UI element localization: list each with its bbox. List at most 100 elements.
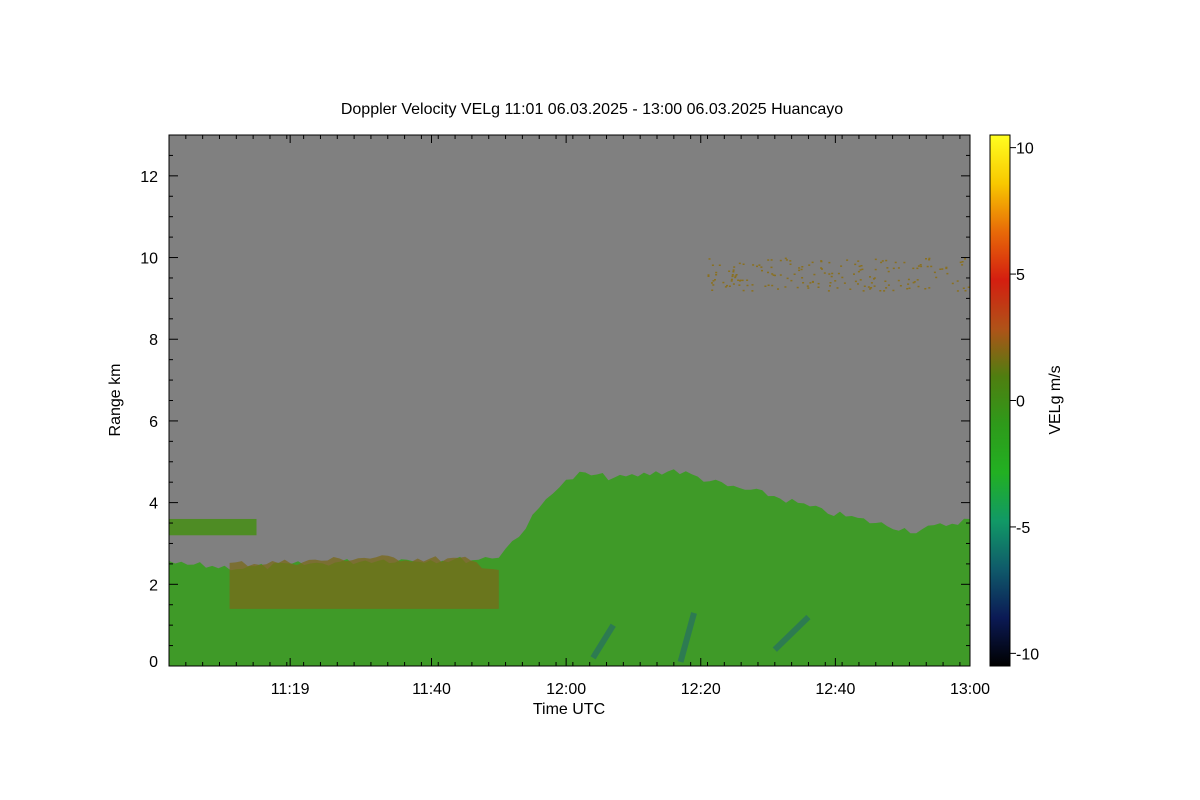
scatter-pixel	[732, 271, 735, 273]
scatter-pixel	[823, 272, 826, 274]
y-tick-label: 2	[149, 577, 158, 594]
scatter-pixel	[920, 265, 923, 268]
scatter-pixel	[712, 280, 715, 282]
scatter-pixel	[912, 267, 915, 270]
scatter-pixel	[808, 264, 811, 266]
scatter-pixel	[859, 279, 862, 281]
scatter-pixel	[738, 284, 741, 286]
scatter-pixel	[767, 259, 770, 261]
y-tick-label: 12	[140, 169, 158, 186]
velocity-streak	[590, 623, 616, 660]
scatter-pixel	[964, 258, 966, 260]
scatter-pixel	[707, 275, 710, 277]
scatter-pixel	[880, 261, 883, 264]
scatter-pixel	[715, 274, 718, 276]
scatter-pixel	[790, 279, 793, 282]
scatter-pixel	[925, 258, 927, 260]
y-axis: 0 2 4 6 8 10 12	[140, 134, 970, 671]
colorbar-tick-label: 10	[1016, 141, 1034, 158]
scatter-pixel	[737, 279, 740, 281]
scatter-pixel	[836, 287, 839, 289]
scatter-pixel	[964, 290, 967, 292]
y-tick-label: 8	[149, 332, 158, 349]
scatter-pixel	[903, 261, 906, 264]
scatter-pixel	[967, 286, 970, 288]
scatter-pixel	[813, 273, 816, 276]
scatter-pixel	[728, 285, 731, 287]
colorbar-gradient	[989, 134, 1011, 667]
scatter-pixel	[885, 287, 888, 289]
scatter-pixel	[806, 285, 809, 287]
x-tick-label: 12:00	[546, 681, 586, 698]
scatter-pixel	[777, 288, 779, 290]
scatter-pixel	[913, 281, 916, 283]
scatter-pixel	[800, 268, 803, 271]
scatter-pixel	[849, 288, 852, 290]
scatter-pixel	[734, 276, 737, 279]
scatter-pixel	[767, 271, 769, 274]
scatter-pixel	[764, 285, 767, 287]
scatter-pixel	[817, 282, 820, 285]
scatter-pixel	[857, 283, 859, 285]
velocity-streak	[677, 612, 697, 663]
scatter-pixel	[714, 279, 716, 281]
layer-boundary-layer	[169, 469, 970, 666]
scatter-pixel	[732, 283, 735, 285]
scatter-pixel	[758, 264, 761, 266]
colorbar-label: VELg m/s	[1047, 365, 1064, 434]
scatter-pixel	[774, 274, 776, 277]
scatter-pixel	[924, 288, 927, 290]
scatter-pixel	[841, 276, 844, 279]
x-axis: 11:19 11:40 12:00 12:20 12:40 13:00	[168, 135, 990, 698]
colorbar-tick-label: -10	[1016, 646, 1039, 663]
scatter-pixel	[770, 259, 773, 261]
scatter-pixel	[798, 269, 801, 272]
scatter-pixel	[708, 258, 711, 260]
scatter-pixel	[761, 269, 763, 272]
scatter-pixel	[945, 266, 948, 269]
scatter-pixel	[730, 280, 733, 282]
scatter-pixel	[733, 266, 736, 268]
scatter-pixel	[885, 259, 888, 262]
colorbar: -10 -5 0 5 10 VELg m/s	[989, 134, 1064, 667]
scatter-pixel	[884, 280, 887, 282]
scatter-pixel	[807, 287, 810, 289]
x-tick-label: 13:00	[950, 681, 990, 698]
scatter-pixel	[897, 267, 900, 269]
scatter-pixel	[731, 274, 734, 276]
scatter-pixel	[858, 265, 861, 268]
scatter-pixel	[926, 265, 929, 268]
scatter-pixel	[956, 290, 959, 292]
scatter-pixel	[881, 260, 884, 262]
scatter-pixel	[883, 290, 886, 292]
scatter-pixel	[935, 276, 938, 279]
scatter-pixel	[746, 279, 749, 281]
scatter-pixel	[907, 278, 910, 281]
scatter-pixel	[886, 267, 889, 269]
scatter-pixel	[956, 280, 959, 282]
scatter-pixel	[767, 284, 770, 286]
scatter-pixel	[809, 282, 812, 284]
scatter-pixel	[928, 257, 931, 260]
scatter-pixel	[840, 265, 843, 267]
scatter-pixel	[916, 279, 919, 281]
scatter-pixel	[870, 287, 873, 289]
scatter-pixel	[962, 287, 965, 289]
scatter-pixel	[724, 286, 727, 288]
scatter-pixel	[870, 282, 873, 284]
scatter-pixel	[784, 286, 787, 288]
scatter-pixel	[831, 272, 834, 275]
plot-area	[168, 134, 971, 667]
scatter-pixel	[771, 284, 774, 287]
scatter-pixel	[961, 261, 964, 263]
scatter-pixel	[779, 259, 782, 262]
scatter-pixel	[906, 288, 909, 290]
scatter-pixel	[829, 282, 832, 284]
scatter-pixel	[711, 289, 714, 291]
scatter-pixel	[961, 264, 964, 266]
y-tick-label: 10	[140, 251, 158, 268]
scatter-pixel	[828, 261, 831, 264]
x-tick-label: 11:19	[271, 681, 310, 698]
scatter-pixel	[802, 282, 805, 284]
